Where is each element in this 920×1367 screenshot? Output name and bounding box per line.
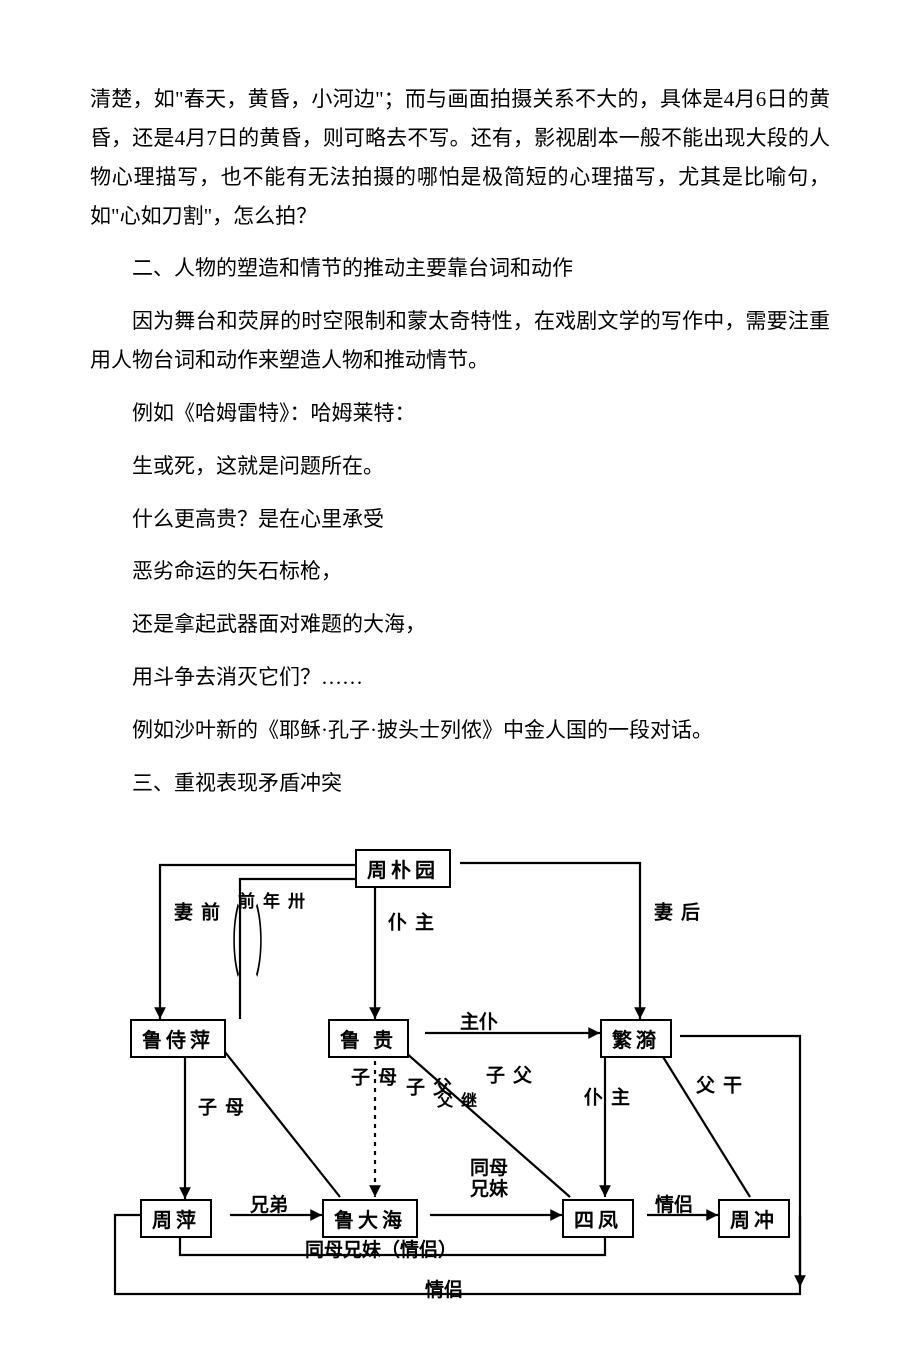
label-zhupu2: 主仆 — [460, 1007, 498, 1034]
para-5: 生或死，这就是问题所在。 — [90, 447, 830, 486]
heading-2: 二、人物的塑造和情节的推动主要靠台词和动作 — [90, 249, 830, 288]
para-9: 用斗争去消灭它们？…… — [90, 658, 830, 697]
para-8: 还是拿起武器面对难题的大海， — [90, 605, 830, 644]
label-ganfu: 干父 — [690, 1075, 744, 1094]
heading-3: 三、重视表现矛盾冲突 — [90, 764, 830, 803]
node-zhouchong: 周冲 — [718, 1199, 790, 1238]
para-10: 例如沙叶新的《耶稣·孔子·披头士列侬》中金人国的一段对话。 — [90, 711, 830, 750]
node-lushi: 鲁侍萍 — [130, 1019, 226, 1058]
label-houqi: 后妻 — [648, 902, 702, 921]
para-4: 例如《哈姆雷特》：哈姆莱特： — [90, 394, 830, 433]
label-sanshi: 卅年前 — [232, 892, 307, 909]
node-fanyi: 繁漪 — [600, 1019, 672, 1058]
node-zhoupuyuan: 周朴园 — [355, 849, 451, 888]
label-qinglv2: 情侣 — [425, 1275, 463, 1302]
label-muzi2: 母子 — [192, 1097, 246, 1116]
node-ludahai: 鲁大海 — [322, 1199, 418, 1238]
relationship-diagram: 周朴园 鲁侍萍 鲁 贵 繁漪 周萍 鲁大海 四凤 周冲 （ ） 前妻 卅年前 主… — [90, 827, 830, 1327]
label-muzi1: 母子 — [345, 1067, 399, 1086]
para-7: 恶劣命运的矢石标枪， — [90, 552, 830, 591]
label-fuzi2: 父子 — [480, 1065, 534, 1084]
label-zhupu3: 主仆 — [578, 1087, 632, 1106]
label-qianqi: 前妻 — [168, 902, 222, 921]
label-tongmu1: 同母兄妹 — [470, 1159, 508, 1201]
label-jifu: 继父 — [430, 1092, 478, 1108]
label-zhupu1: 主仆 — [382, 912, 436, 931]
label-tongmu-qinglv: 同母兄妹（情侣） — [305, 1235, 457, 1262]
node-sifeng: 四凤 — [562, 1199, 634, 1238]
label-xiongdi: 兄弟 — [250, 1190, 288, 1217]
label-qinglv1: 情侣 — [655, 1190, 693, 1217]
para-3: 因为舞台和荧屏的时空限制和蒙太奇特性，在戏剧文学的写作中，需要注重用人物台词和动… — [90, 302, 830, 380]
para-1: 清楚，如"春天，黄昏，小河边"；而与画面拍摄关系不大的，具体是4月6日的黄昏，还… — [90, 80, 830, 235]
node-lugui: 鲁 贵 — [328, 1019, 409, 1058]
para-6: 什么更高贵？是在心里承受 — [90, 500, 830, 539]
node-zhouping: 周萍 — [140, 1199, 212, 1238]
